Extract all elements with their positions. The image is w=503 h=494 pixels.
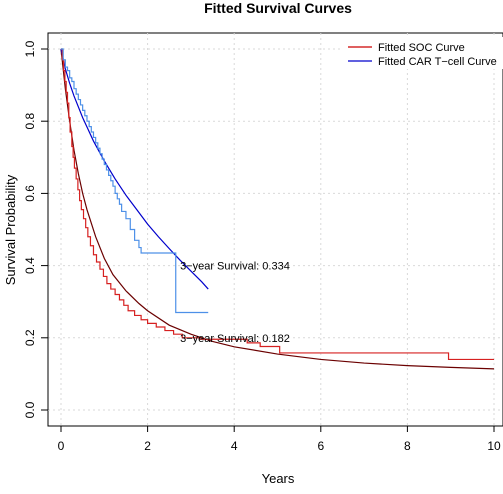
- km-curve-2: [61, 48, 494, 361]
- grid-lines: [48, 33, 503, 426]
- chart-title: Fitted Survival Curves: [204, 0, 352, 16]
- y-axis-title: Survival Probability: [3, 174, 18, 285]
- y-tick-label: 0.8: [23, 113, 37, 130]
- survival-annotation: 3−year Survival: 0.334: [180, 261, 290, 273]
- annotations: 3−year Survival: 0.334 3−year Survival: 0…: [180, 261, 290, 345]
- y-tick-label: 0.6: [23, 185, 37, 202]
- legend-box: [343, 37, 503, 69]
- legend-label: Fitted CAR T−cell Curve: [378, 56, 497, 68]
- legend: Fitted SOC Curve Fitted CAR T−cell Curve: [343, 37, 503, 69]
- axes: 0.0 0.2 0.4 0.6 0.8 1.0 0 2 4 6 8 10: [23, 40, 501, 453]
- series-layer: [60, 48, 495, 370]
- survival-annotation: 3−year Survival: 0.182: [180, 333, 290, 345]
- x-tick-label: 4: [231, 439, 238, 453]
- y-tick-label: 0.4: [23, 257, 37, 274]
- y-tick-label: 1.0: [23, 40, 37, 57]
- x-tick-label: 8: [404, 439, 411, 453]
- x-tick-label: 10: [487, 439, 501, 453]
- fitted-curve-0: [60, 48, 495, 370]
- legend-label: Fitted SOC Curve: [378, 42, 465, 54]
- x-axis-title: Years: [262, 471, 295, 486]
- x-tick-label: 0: [58, 439, 65, 453]
- fitted-curve-1: [60, 48, 209, 290]
- x-tick-label: 6: [317, 439, 324, 453]
- y-tick-label: 0.0: [23, 401, 37, 418]
- x-tick-label: 2: [144, 439, 151, 453]
- km-curve-3: [61, 48, 209, 314]
- y-tick-label: 0.2: [23, 329, 37, 346]
